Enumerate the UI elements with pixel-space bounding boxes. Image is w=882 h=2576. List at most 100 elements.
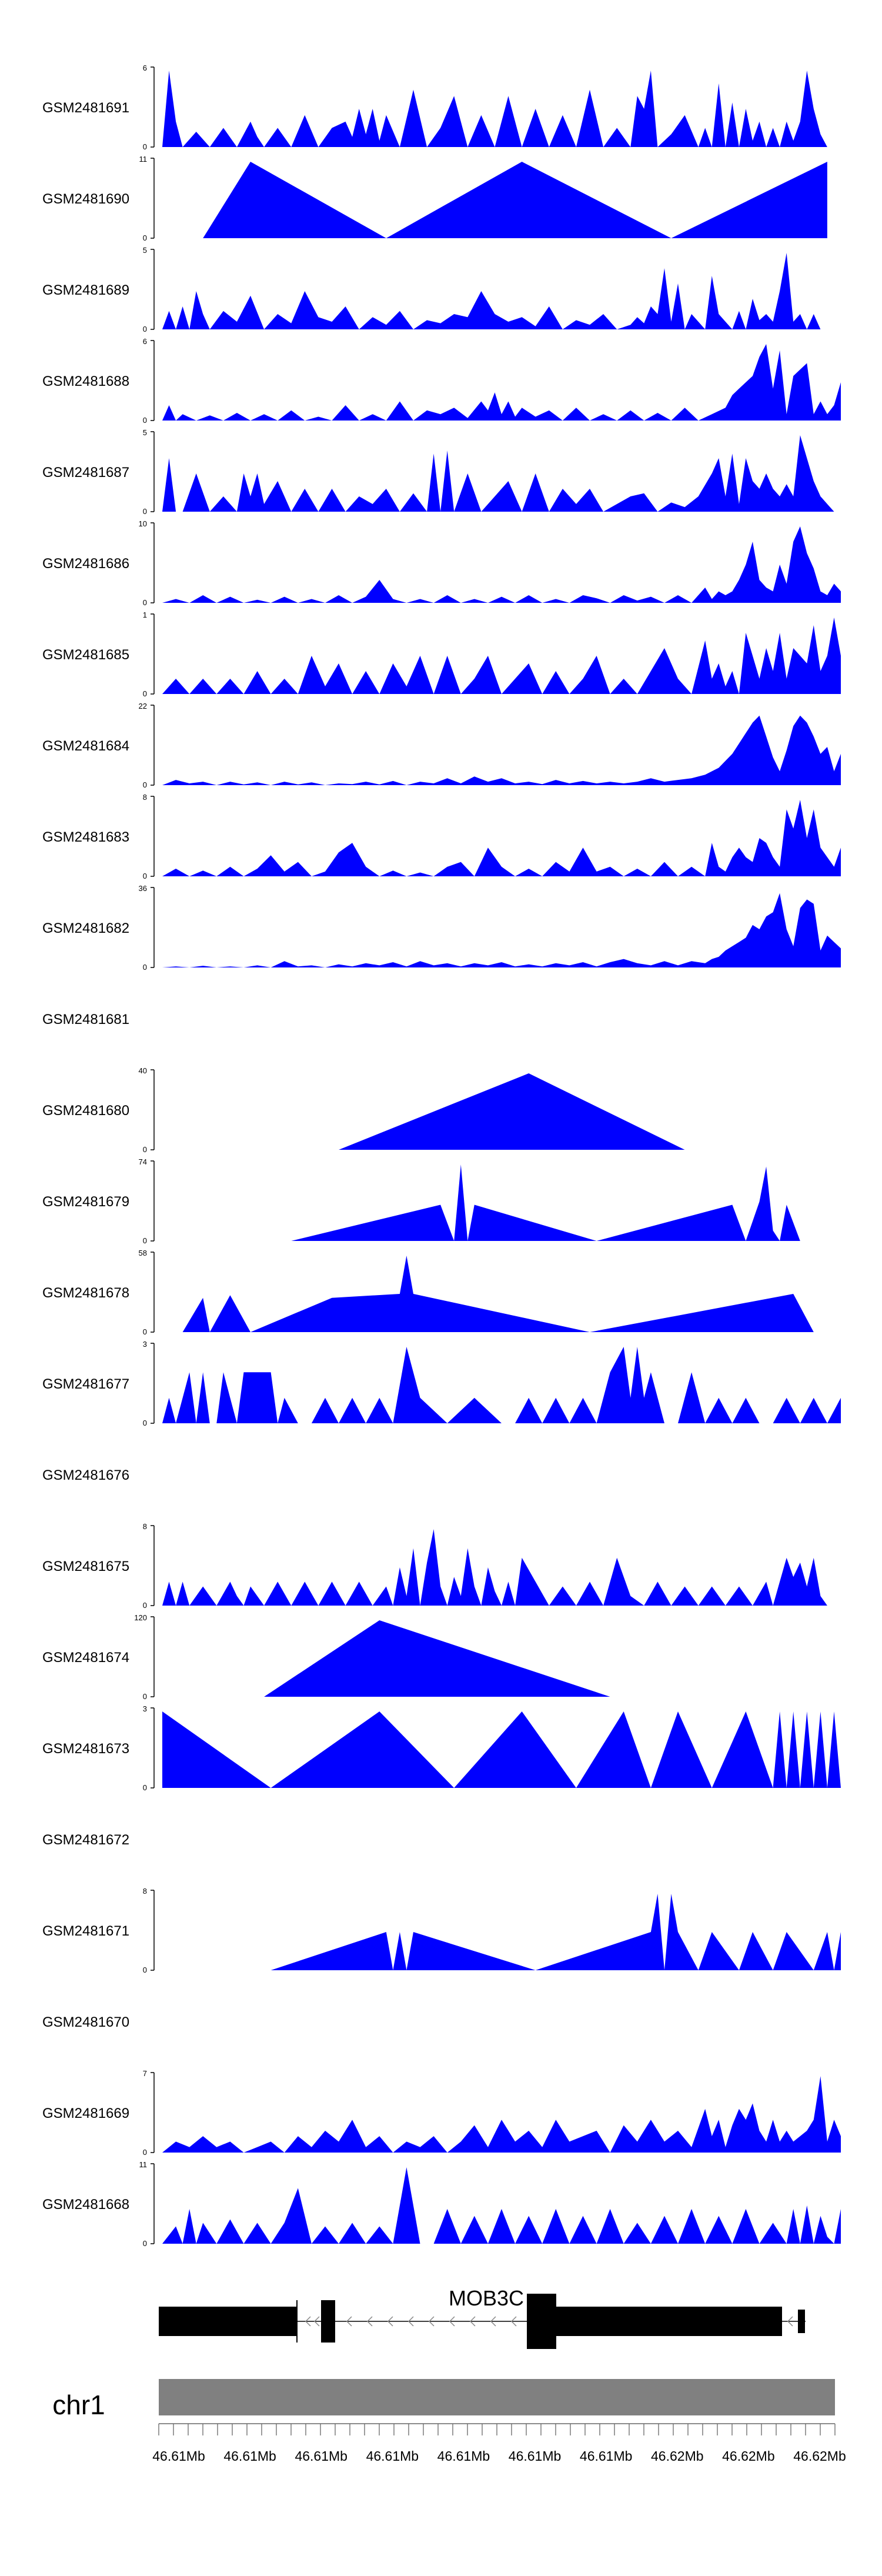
coverage-area — [162, 1529, 834, 1606]
y-min-label: 0 — [143, 507, 147, 516]
y-max-label: 120 — [134, 1613, 147, 1622]
track-label: GSM2481686 — [42, 556, 129, 572]
y-max-label: 1 — [143, 610, 147, 619]
track-GSM2481687: GSM2481687 5 0 — [42, 428, 834, 516]
y-min-label: 0 — [143, 1145, 147, 1154]
y-min-label: 0 — [143, 1692, 147, 1701]
gene-track: MOB3C — [159, 2286, 806, 2349]
x-tick-label: 46.62Mb — [651, 2448, 704, 2464]
x-tick-label: 46.62Mb — [793, 2448, 846, 2464]
y-max-label: 40 — [139, 1066, 147, 1075]
track-label: GSM2481677 — [42, 1376, 129, 1392]
coverage-area — [203, 162, 827, 238]
coverage-area — [339, 1073, 685, 1150]
track-label: GSM2481689 — [42, 282, 129, 298]
exon — [556, 2307, 782, 2336]
exon — [798, 2310, 805, 2333]
track-label: GSM2481671 — [42, 1923, 129, 1939]
exon — [321, 2300, 335, 2343]
y-max-label: 58 — [139, 1249, 147, 1257]
track-label: GSM2481676 — [42, 1467, 129, 1483]
track-GSM2481686: GSM2481686 10 0 — [42, 519, 841, 607]
track-GSM2481680: GSM2481680 40 0 — [42, 1066, 685, 1154]
y-min-label: 0 — [143, 1236, 147, 1245]
track-label: GSM2481691 — [42, 100, 129, 116]
track-GSM2481670: GSM2481670 — [42, 2014, 129, 2030]
strand-arrow — [407, 2316, 414, 2327]
y-min-label: 0 — [143, 1601, 147, 1610]
track-GSM2481678: GSM2481678 58 0 — [42, 1249, 814, 1336]
y-min-label: 0 — [143, 780, 147, 789]
coverage-area — [162, 800, 841, 876]
track-label: GSM2481690 — [42, 191, 129, 207]
y-min-label: 0 — [143, 872, 147, 880]
coverage-area — [182, 1256, 814, 1332]
y-max-label: 8 — [143, 1522, 147, 1531]
y-min-label: 0 — [143, 1327, 147, 1336]
coverage-area — [291, 1164, 814, 1241]
coverage-area — [270, 1894, 841, 1970]
y-max-label: 8 — [143, 793, 147, 802]
track-label: GSM2481673 — [42, 1741, 129, 1757]
y-min-label: 0 — [143, 689, 147, 698]
y-max-label: 6 — [143, 337, 147, 346]
y-min-label: 0 — [143, 1419, 147, 1427]
y-min-label: 0 — [143, 1966, 147, 1974]
gene-name-label: MOB3C — [449, 2286, 524, 2310]
coverage-area — [162, 435, 834, 512]
y-max-label: 7 — [143, 2069, 147, 2078]
y-min-label: 0 — [143, 598, 147, 607]
track-label: GSM2481687 — [42, 465, 129, 481]
y-min-label: 0 — [143, 416, 147, 425]
strand-arrow — [469, 2316, 476, 2327]
track-label: GSM2481669 — [42, 2105, 129, 2121]
track-label: GSM2481679 — [42, 1194, 129, 1210]
exon — [527, 2294, 556, 2349]
y-min-label: 0 — [143, 325, 147, 333]
track-GSM2481669: GSM2481669 7 0 — [42, 2069, 841, 2157]
track-GSM2481682: GSM2481682 36 0 — [42, 884, 841, 972]
y-min-label: 0 — [143, 233, 147, 242]
y-max-label: 5 — [143, 428, 147, 437]
strand-arrow — [428, 2316, 435, 2327]
x-tick-label: 46.61Mb — [437, 2448, 490, 2464]
coverage-area — [162, 2167, 841, 2244]
chromosome-bar — [159, 2379, 835, 2415]
coverage-area — [162, 1711, 841, 1788]
y-min-label: 0 — [143, 2148, 147, 2157]
track-label: GSM2481668 — [42, 2197, 129, 2213]
x-tick-label: 46.61Mb — [366, 2448, 419, 2464]
track-label: GSM2481675 — [42, 1559, 129, 1574]
track-GSM2481676: GSM2481676 — [42, 1467, 129, 1483]
strand-arrow — [313, 2316, 320, 2327]
x-tick-label: 46.61Mb — [223, 2448, 276, 2464]
track-label: GSM2481670 — [42, 2014, 129, 2030]
y-min-label: 0 — [143, 1783, 147, 1792]
track-GSM2481690: GSM2481690 11 0 — [42, 155, 827, 242]
x-tick-label: 46.61Mb — [295, 2448, 348, 2464]
x-tick-label: 46.61Mb — [509, 2448, 562, 2464]
y-max-label: 74 — [139, 1157, 147, 1166]
coverage-area — [162, 253, 821, 329]
coverage-area — [162, 618, 841, 694]
track-label: GSM2481682 — [42, 920, 129, 936]
track-GSM2481671: GSM2481671 8 0 — [42, 1887, 841, 1974]
coverage-area — [162, 71, 834, 147]
exon — [159, 2307, 298, 2336]
track-label: GSM2481681 — [42, 1012, 129, 1027]
track-label: GSM2481684 — [42, 738, 129, 754]
x-tick-label: 46.61Mb — [152, 2448, 205, 2464]
track-GSM2481675: GSM2481675 8 0 — [42, 1522, 834, 1610]
y-max-label: 5 — [143, 246, 147, 255]
track-label: GSM2481680 — [42, 1103, 129, 1119]
coverage-area — [162, 344, 841, 421]
y-min-label: 0 — [143, 963, 147, 972]
y-max-label: 6 — [143, 64, 147, 72]
y-max-label: 3 — [143, 1704, 147, 1713]
y-max-label: 10 — [139, 519, 147, 528]
strand-arrow — [366, 2316, 373, 2327]
track-GSM2481684: GSM2481684 22 0 — [42, 702, 841, 789]
strand-arrow — [510, 2316, 517, 2327]
y-max-label: 22 — [139, 702, 147, 710]
